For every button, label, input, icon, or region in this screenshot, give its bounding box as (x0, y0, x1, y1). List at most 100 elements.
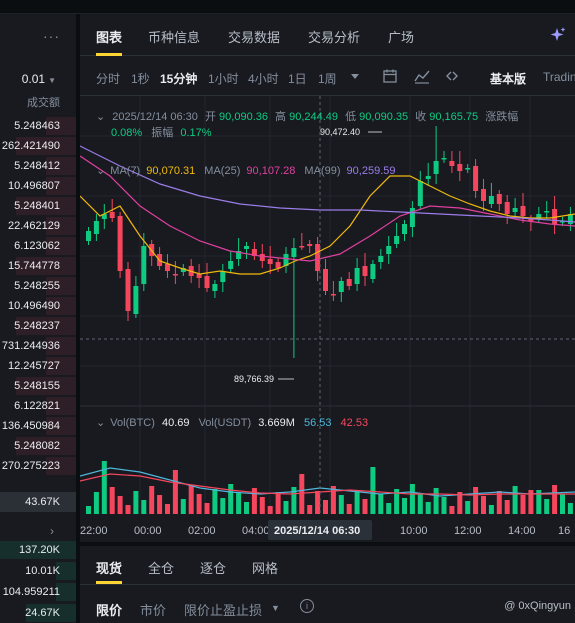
volume-bar (165, 504, 170, 514)
ask-row[interactable]: 136.450984 (1, 420, 60, 432)
candle-body (101, 214, 107, 219)
ma7-value: 90,070.31 (146, 165, 196, 177)
candle-body (409, 208, 415, 227)
volume-bar (520, 495, 526, 514)
chart-canvas[interactable]: 90,472.40 89,766.39 22:00 00:00 02:00 04:00 10… (80, 96, 575, 542)
volume-bar (488, 505, 494, 514)
tab-cross[interactable]: 全仓 (148, 561, 175, 576)
tab-isolated[interactable]: 逐仓 (200, 561, 227, 576)
collapse-caret-icon[interactable]: ⌄ (96, 111, 106, 123)
volume-bar (567, 503, 573, 514)
candle-body (378, 256, 384, 262)
tab-trading-data[interactable]: 交易数据 (228, 30, 281, 45)
ask-depth-bar (16, 197, 76, 215)
bid-row[interactable]: 104.959211 (2, 586, 60, 598)
ask-row[interactable]: 6.122821 (14, 400, 60, 412)
change-label: 涨跌幅 (485, 111, 519, 123)
ask-row[interactable]: 5.248255 (14, 280, 60, 292)
tab-chart[interactable]: 图表 (96, 30, 123, 45)
ask-row[interactable]: 6.123062 (14, 240, 60, 252)
volume-bar (457, 492, 463, 514)
volume-bar (228, 484, 234, 514)
volume-bar (323, 500, 328, 514)
tab-coin-info[interactable]: 币种信息 (148, 30, 201, 45)
ask-row[interactable]: 15.744778 (8, 260, 60, 272)
interval-dropdown-icon[interactable] (350, 68, 360, 84)
volume-bar (402, 498, 407, 514)
bid-row[interactable]: 10.01K (25, 565, 60, 577)
interval-1w[interactable]: 1周 (318, 72, 337, 86)
precision-select[interactable]: 0.01 ▼ (22, 72, 56, 86)
order-type-stop-limit[interactable]: 限价止盈止损 (184, 603, 263, 618)
order-type-market[interactable]: 市价 (140, 603, 167, 618)
volume-bar (362, 499, 368, 514)
volume-bar (267, 506, 273, 514)
order-type-limit[interactable]: 限价 (96, 603, 123, 618)
ask-row[interactable]: 5.248082 (14, 440, 60, 452)
ask-row[interactable]: 22.462129 (8, 220, 60, 232)
candle-body (109, 212, 115, 218)
ask-row[interactable]: 12.245727 (8, 360, 60, 372)
time-tick: 02:00 (188, 525, 216, 537)
view-basic-button[interactable]: 基本版 (490, 72, 527, 86)
interval-timeshare[interactable]: 分时 (96, 72, 121, 86)
volume-bar (307, 505, 313, 514)
ask-row[interactable]: 5.248463 (14, 120, 60, 132)
vol-btc-value: 40.69 (161, 417, 190, 429)
low-annotation: 89,766.39 (234, 374, 274, 384)
ask-row[interactable]: 270.275223 (1, 460, 60, 472)
volume-bar (244, 502, 249, 514)
ask-row[interactable]: 262.421490 (1, 140, 60, 152)
volume-bar (236, 493, 242, 514)
ma-collapse-icon[interactable]: ⌄ (96, 165, 106, 177)
more-options-icon[interactable]: ··· (43, 28, 60, 44)
expand-toolbar-icon[interactable] (446, 68, 458, 84)
tab-square[interactable]: 广场 (388, 30, 415, 45)
info-icon[interactable]: i (300, 599, 314, 613)
ma99-value: 90,259.59 (346, 165, 396, 177)
indicator-icon[interactable] (414, 68, 430, 84)
tab-trading-analysis[interactable]: 交易分析 (308, 30, 361, 45)
ma99-line (80, 145, 575, 223)
volume-bar (188, 485, 194, 514)
vol-collapse-icon[interactable]: ⌄ (96, 417, 106, 429)
candle-body (220, 271, 226, 282)
stop-limit-caret-icon[interactable]: ▼ (271, 603, 280, 613)
watermark: @ 0xQingyun (504, 600, 571, 612)
tab-spot[interactable]: 现货 (96, 561, 123, 576)
candle-body (117, 216, 123, 271)
candle-body (172, 274, 178, 276)
volume-bar (117, 496, 123, 514)
ask-row[interactable]: 5.248401 (14, 200, 60, 212)
ask-row[interactable]: 10.496490 (8, 300, 60, 312)
candle-body (346, 279, 352, 286)
ai-sparkle-icon[interactable] (549, 26, 567, 44)
ask-depth-bar (46, 217, 76, 235)
active-bottom-tab-underline (96, 581, 122, 584)
interval-1s[interactable]: 1秒 (131, 72, 150, 86)
ma99-label: MA(99) (304, 165, 341, 177)
ask-row[interactable]: 5.248155 (14, 380, 60, 392)
candle-body (402, 224, 407, 234)
ask-row[interactable]: 5.248412 (14, 160, 60, 172)
bid-row[interactable]: 24.67K (25, 607, 60, 619)
view-tradingview-button[interactable]: Trading (543, 70, 575, 84)
top-strip (0, 0, 575, 14)
chevron-right-icon[interactable]: › (50, 524, 54, 538)
volume-bar (212, 489, 218, 514)
ask-row[interactable]: 10.496807 (8, 180, 60, 192)
volume-bar (370, 467, 376, 514)
interval-4h[interactable]: 4小时 (248, 72, 279, 86)
volume-bar (180, 499, 186, 514)
candlestick-chart[interactable]: 90,472.40 89,766.39 22:00 00:00 02:00 04:00 10… (80, 96, 575, 542)
interval-1h[interactable]: 1小时 (208, 72, 239, 86)
calendar-icon[interactable] (382, 68, 398, 84)
volume-bar (441, 497, 447, 514)
tab-grid[interactable]: 网格 (252, 561, 279, 576)
ask-row[interactable]: 5.248237 (14, 320, 60, 332)
interval-15m[interactable]: 15分钟 (160, 72, 198, 86)
bid-row[interactable]: 137.20K (19, 544, 60, 556)
candle-body (354, 268, 360, 284)
interval-1d[interactable]: 1日 (288, 72, 307, 86)
ask-row[interactable]: 731.244936 (1, 340, 60, 352)
